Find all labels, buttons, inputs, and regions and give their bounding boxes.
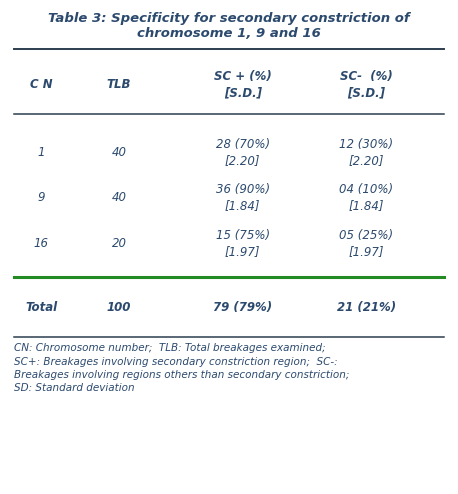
Text: 05 (25%)
[1.97]: 05 (25%) [1.97] [339, 229, 393, 257]
Text: 16: 16 [34, 237, 49, 249]
Text: 12 (30%)
[2.20]: 12 (30%) [2.20] [339, 138, 393, 166]
Text: 9: 9 [38, 191, 45, 204]
Text: 40: 40 [112, 146, 126, 159]
Text: SC + (%)
[S.D.]: SC + (%) [S.D.] [214, 71, 272, 99]
Text: 1: 1 [38, 146, 45, 159]
Text: 21 (21%): 21 (21%) [337, 301, 396, 314]
Text: 100: 100 [107, 301, 131, 314]
Text: 28 (70%)
[2.20]: 28 (70%) [2.20] [216, 138, 270, 166]
Text: 04 (10%)
[1.84]: 04 (10%) [1.84] [339, 183, 393, 212]
Text: 20: 20 [112, 237, 126, 249]
Text: Table 3: Specificity for secondary constriction of: Table 3: Specificity for secondary const… [48, 12, 410, 25]
Text: chromosome 1, 9 and 16: chromosome 1, 9 and 16 [137, 27, 321, 40]
Text: 36 (90%)
[1.84]: 36 (90%) [1.84] [216, 183, 270, 212]
Text: C N: C N [30, 79, 53, 91]
Text: CN: Chromosome number;  TLB: Total breakages examined;
SC+: Breakages involving : CN: Chromosome number; TLB: Total breaka… [14, 343, 349, 393]
Text: Total: Total [25, 301, 57, 314]
Text: TLB: TLB [107, 79, 131, 91]
Text: 79 (79%): 79 (79%) [213, 301, 273, 314]
Text: 40: 40 [112, 191, 126, 204]
Text: 15 (75%)
[1.97]: 15 (75%) [1.97] [216, 229, 270, 257]
Text: SC-  (%)
[S.D.]: SC- (%) [S.D.] [340, 71, 393, 99]
